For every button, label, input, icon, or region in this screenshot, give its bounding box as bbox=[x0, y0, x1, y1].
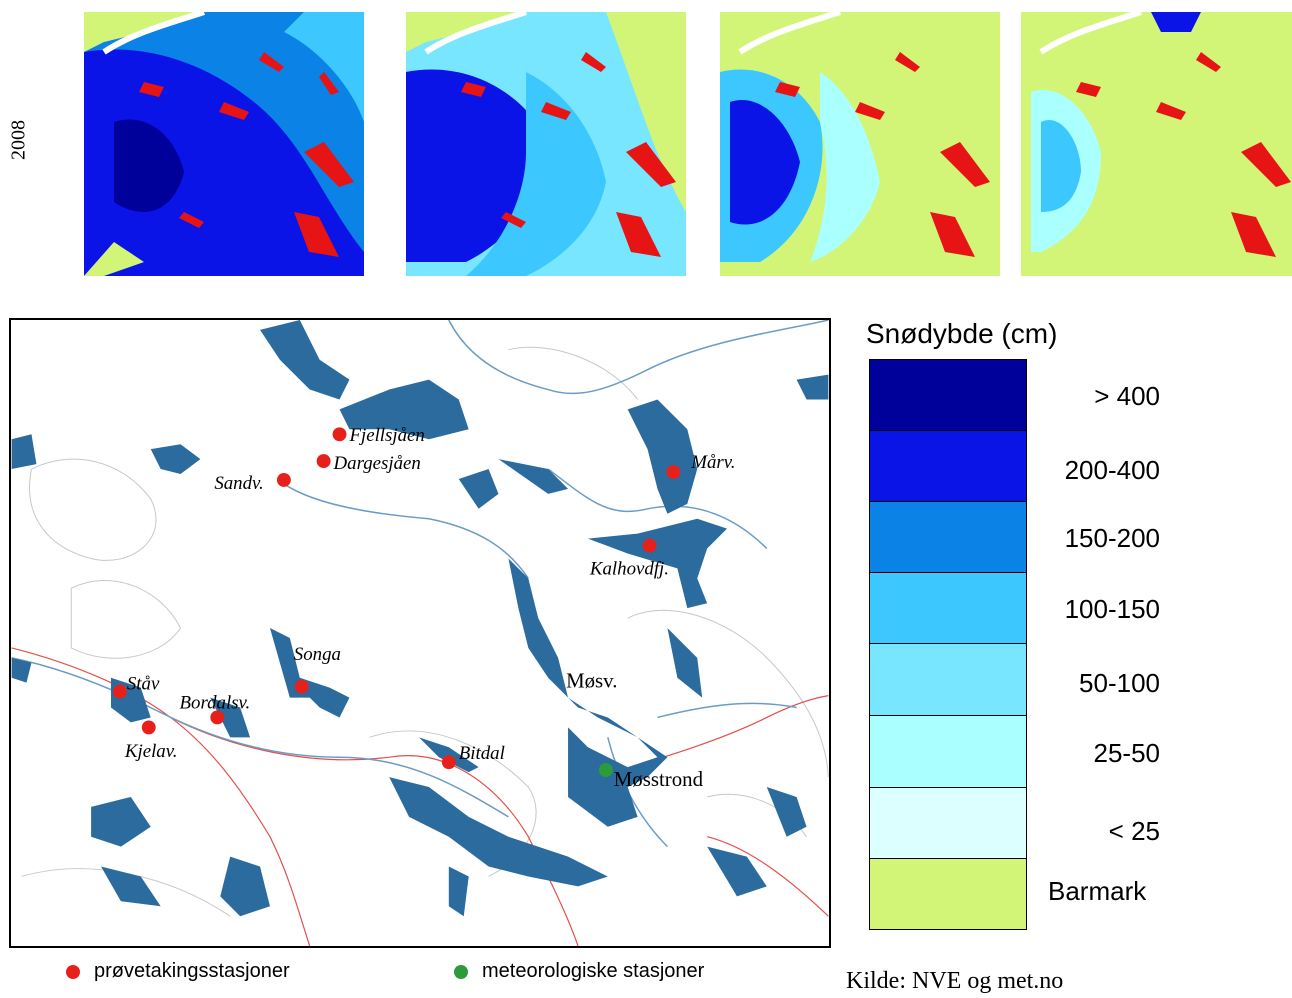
rivers bbox=[11, 320, 829, 848]
legend-swatch-gt400 bbox=[869, 359, 1027, 431]
station-mosstrond[interactable]: Møsstrond bbox=[598, 763, 704, 791]
met-station-marker bbox=[598, 763, 613, 778]
legend-label: Barmark bbox=[1048, 876, 1147, 906]
sample-station-marker bbox=[441, 755, 456, 770]
station-kalhovdfj[interactable]: Kalhovdfj. bbox=[589, 538, 669, 580]
station-stav[interactable]: Ståv bbox=[112, 674, 160, 699]
station-marv[interactable]: Mårv. bbox=[666, 452, 735, 479]
legend-swatch-25-50 bbox=[869, 715, 1027, 788]
legend-label: > 400 bbox=[1094, 381, 1160, 411]
lakes bbox=[11, 320, 829, 917]
sample-station-marker bbox=[112, 684, 127, 699]
station-label: Bordalsv. bbox=[180, 693, 251, 714]
sample-station-dot-icon bbox=[66, 964, 80, 979]
legend-swatch-lt25 bbox=[869, 787, 1027, 859]
met-station-legend-label: meteorologiske stasjoner bbox=[482, 960, 705, 982]
sample-station-marker bbox=[316, 454, 331, 469]
lake-label-mosv: Møsv. bbox=[566, 669, 617, 693]
station-kjelav[interactable]: Kjelav. bbox=[124, 720, 178, 762]
station-label: Kalhovdfj. bbox=[589, 558, 669, 579]
snow-map-4 bbox=[1021, 12, 1292, 276]
snow-map-1 bbox=[84, 12, 364, 276]
station-label: Mårv. bbox=[690, 452, 735, 473]
sample-station-legend-label: prøvetakingsstasjoner bbox=[94, 960, 290, 982]
station-label: Dargesjåen bbox=[333, 453, 421, 474]
legend-label: 200-400 bbox=[1064, 455, 1160, 485]
station-label: Ståv bbox=[127, 674, 160, 695]
legend-title: Snødybde (cm) bbox=[866, 318, 1058, 349]
snow-map-2 bbox=[406, 12, 686, 276]
sample-station-marker bbox=[141, 720, 156, 735]
station-fjellsjaen[interactable]: Fjellsjåen bbox=[332, 425, 425, 446]
met-station-dot-icon bbox=[454, 964, 468, 979]
station-songa[interactable]: Songa bbox=[294, 644, 341, 694]
station-label: Møsstrond bbox=[614, 767, 704, 791]
sample-station-marker bbox=[210, 710, 225, 725]
sample-station-marker bbox=[332, 427, 347, 442]
station-bordalsv[interactable]: Bordalsv. bbox=[180, 693, 251, 725]
station-label: Sandv. bbox=[214, 473, 263, 494]
snow-map-3 bbox=[720, 12, 1000, 276]
station-label: Fjellsjåen bbox=[348, 425, 424, 446]
station-label: Songa bbox=[294, 644, 341, 665]
station-bitdal[interactable]: Bitdal bbox=[441, 743, 505, 770]
legend-swatch-100-150 bbox=[869, 572, 1027, 644]
station-sandv[interactable]: Sandv. bbox=[214, 473, 291, 494]
year-label: 2008 bbox=[7, 120, 30, 160]
legend-swatch-200-400 bbox=[869, 430, 1027, 502]
legend-label: 50-100 bbox=[1079, 668, 1160, 698]
station-dargesjaen[interactable]: Dargesjåen bbox=[316, 453, 421, 474]
source-credit: Kilde: NVE og met.no bbox=[846, 968, 1064, 994]
sample-station-marker bbox=[642, 538, 657, 553]
sample-station-marker bbox=[294, 679, 309, 694]
legend-swatch-50-100 bbox=[869, 643, 1027, 716]
legend-label: < 25 bbox=[1108, 816, 1160, 846]
legend-label: 100-150 bbox=[1064, 594, 1160, 624]
legend-swatch-150-200 bbox=[869, 501, 1027, 573]
station-label: Kjelav. bbox=[124, 741, 178, 762]
legend-label: 150-200 bbox=[1064, 523, 1160, 553]
sample-station-marker bbox=[276, 473, 291, 487]
legend-label: 25-50 bbox=[1093, 738, 1161, 768]
met-station-legend: meteorologiske stasjoner bbox=[454, 960, 704, 983]
station-label: Bitdal bbox=[459, 743, 505, 764]
contour-lines bbox=[21, 346, 829, 917]
sample-station-legend: prøvetakingsstasjoner bbox=[66, 960, 290, 983]
legend-swatch-barmark bbox=[869, 858, 1027, 930]
sample-station-marker bbox=[666, 465, 681, 479]
station-map: Fjellsjåen Dargesjåen Sandv. Mårv. Kalho… bbox=[9, 318, 831, 948]
